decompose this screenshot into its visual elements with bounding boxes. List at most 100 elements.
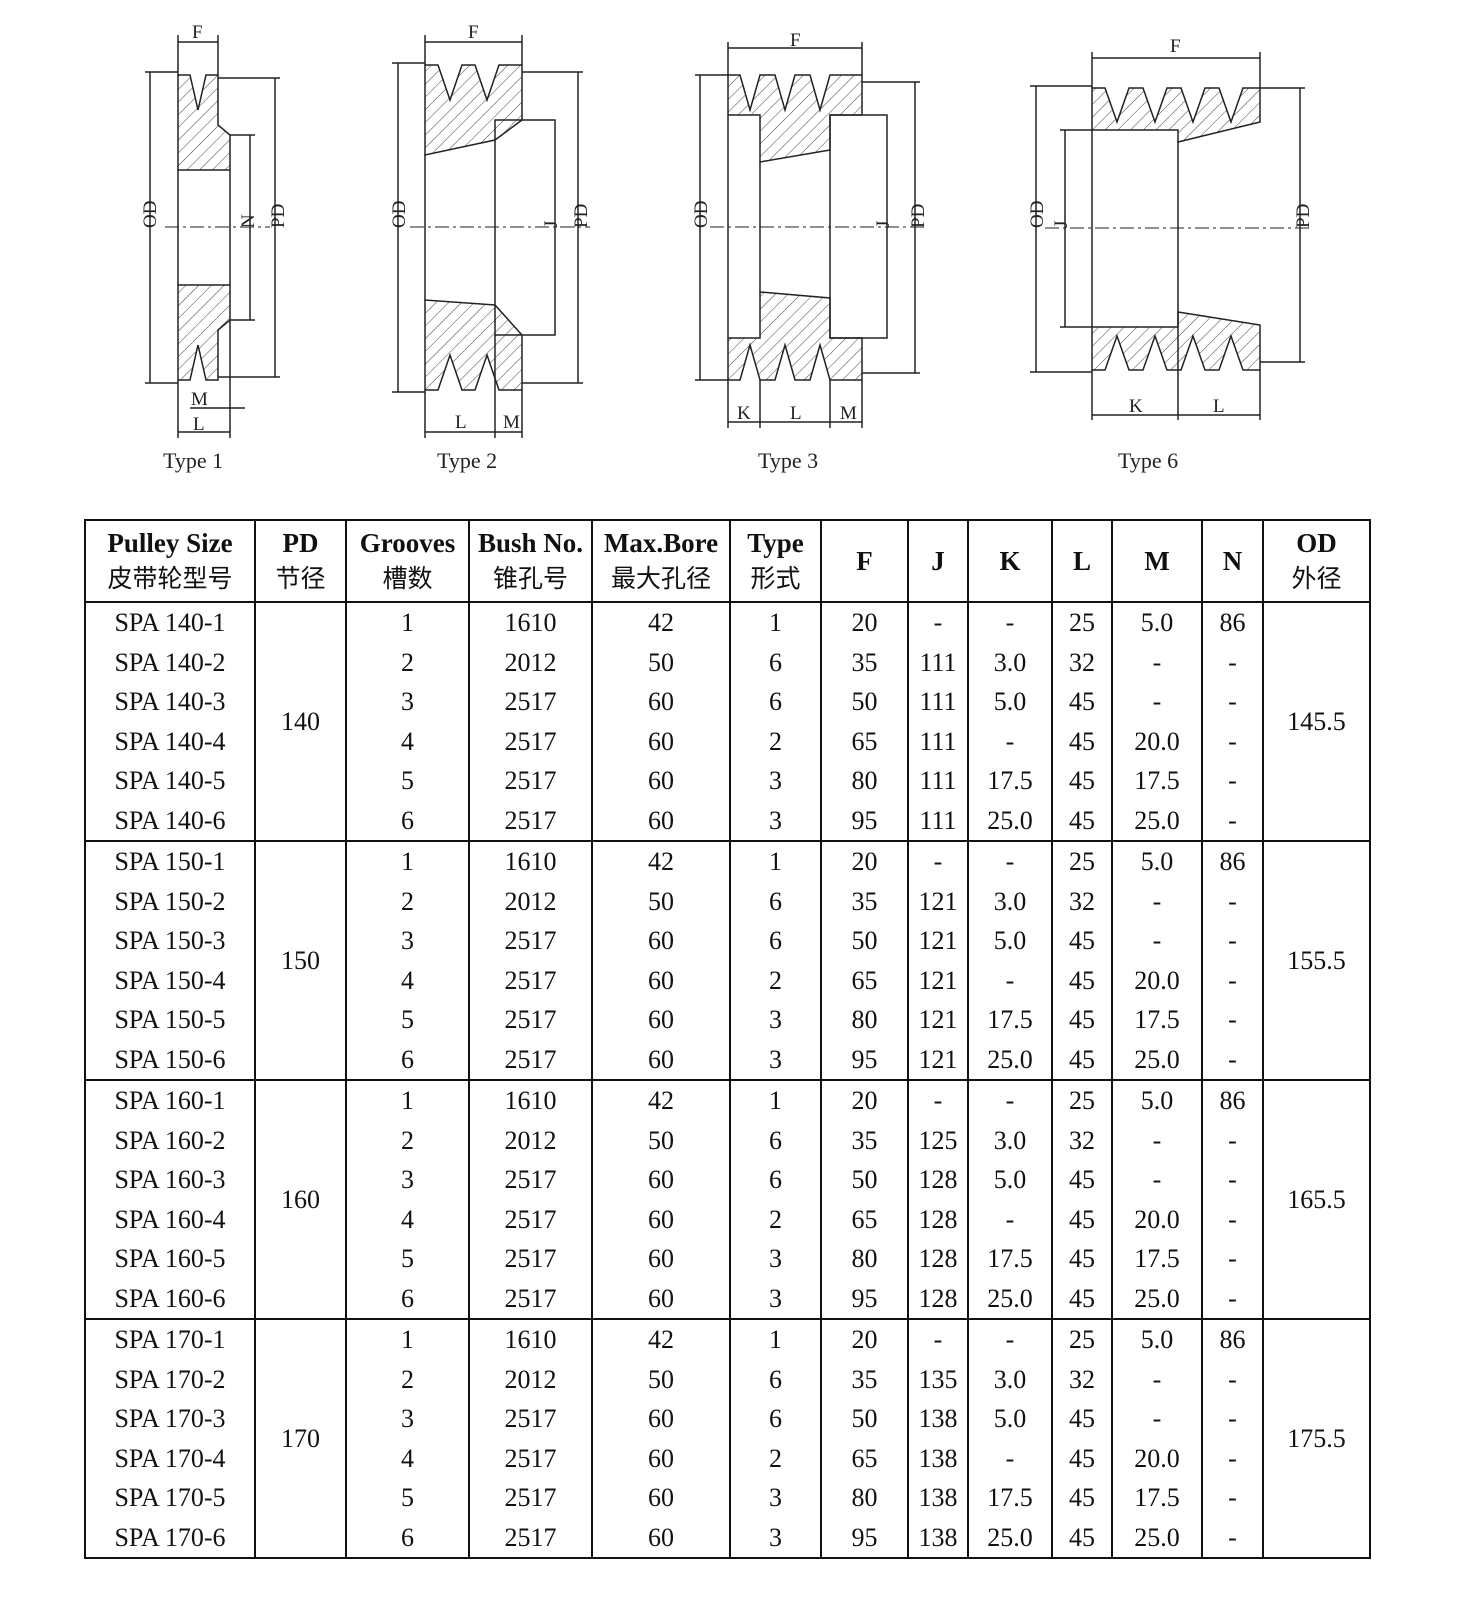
cell-m: -: [1111, 682, 1203, 722]
cell-type: 3: [729, 800, 822, 841]
cell-pulley-size: SPA 170-6: [84, 1517, 256, 1559]
cell-m: -: [1111, 881, 1203, 921]
cell-pulley-size: SPA 170-3: [84, 1399, 256, 1439]
header-en-label: F: [856, 546, 873, 576]
dim-label-l: L: [193, 414, 205, 435]
cell-max-bore: 60: [591, 960, 731, 1000]
dim-label-m: M: [503, 412, 520, 433]
cell-pulley-size: SPA 140-1: [84, 601, 256, 643]
cell-pulley-size: SPA 150-5: [84, 1000, 256, 1040]
dim-label-od: OD: [691, 201, 712, 228]
cell-grooves: 6: [345, 1517, 470, 1559]
cell-type: 6: [729, 682, 822, 722]
table-row: SPA 140-5 5 2517 60 3 80 111 17.5 45 17.5-: [84, 761, 1370, 801]
cell-bush-no: 2012: [468, 1120, 593, 1160]
cell-n: -: [1201, 1399, 1264, 1439]
table-row: SPA 170-6 6 2517 60 3 95 138 25.0 45 25.0-: [84, 1517, 1370, 1559]
header-en-label: Max.Bore: [603, 528, 719, 558]
cell-k: 25.0: [967, 1039, 1053, 1080]
cell-j: 111: [907, 682, 969, 722]
cell-j: 138: [907, 1438, 969, 1478]
header-en-label: K: [999, 546, 1021, 576]
cell-n: 86: [1201, 601, 1264, 643]
dim-label-od: OD: [1027, 201, 1048, 228]
cell-f: 35: [820, 1359, 909, 1399]
header-zh-label: 锥孔号: [492, 564, 568, 593]
dim-label-m: M: [191, 389, 208, 410]
cell-m: -: [1111, 642, 1203, 682]
cell-m: 25.0: [1111, 1517, 1203, 1559]
cell-l: 45: [1051, 921, 1113, 961]
cell-k: 25.0: [967, 1278, 1053, 1319]
column-header-n: N: [1201, 519, 1264, 603]
cell-n: -: [1201, 721, 1264, 761]
cell-f: 95: [820, 1278, 909, 1319]
cell-j: 128: [907, 1160, 969, 1200]
cell-f: 80: [820, 761, 909, 801]
column-header-pulley-size: Pulley Size 皮带轮型号: [84, 519, 256, 603]
header-en-label: PD: [282, 528, 319, 558]
cell-od: 165.5: [1262, 1079, 1371, 1320]
cell-k: 17.5: [967, 1000, 1053, 1040]
cell-k: 17.5: [967, 1478, 1053, 1518]
cell-f: 35: [820, 881, 909, 921]
cell-j: -: [907, 601, 969, 643]
cell-grooves: 6: [345, 1039, 470, 1080]
cell-j: 135: [907, 1359, 969, 1399]
cell-l: 25: [1051, 1079, 1113, 1121]
cell-pulley-size: SPA 150-4: [84, 960, 256, 1000]
cell-k: 5.0: [967, 1399, 1053, 1439]
cell-grooves: 5: [345, 1239, 470, 1279]
cell-pulley-size: SPA 170-1: [84, 1318, 256, 1360]
cell-m: -: [1111, 1399, 1203, 1439]
cell-j: 128: [907, 1239, 969, 1279]
cell-n: 86: [1201, 840, 1264, 882]
cell-n: -: [1201, 1000, 1264, 1040]
column-header-j: J: [907, 519, 969, 603]
column-header-grooves: Grooves 槽数: [345, 519, 470, 603]
dim-label-l: L: [455, 412, 467, 433]
cell-k: -: [967, 960, 1053, 1000]
cell-type: 2: [729, 1438, 822, 1478]
cell-pulley-size: SPA 160-5: [84, 1239, 256, 1279]
header-en-label: OD: [1296, 528, 1337, 558]
cell-m: 17.5: [1111, 1478, 1203, 1518]
cell-m: 20.0: [1111, 721, 1203, 761]
cell-bush-no: 1610: [468, 840, 593, 882]
cell-n: -: [1201, 1239, 1264, 1279]
cell-grooves: 3: [345, 1399, 470, 1439]
table-row: SPA 140-2 2 2012 50 6 35 111 3.0 32- -: [84, 642, 1370, 682]
cell-k: 5.0: [967, 1160, 1053, 1200]
cell-pulley-size: SPA 160-4: [84, 1199, 256, 1239]
cell-n: -: [1201, 800, 1264, 841]
cell-bush-no: 2517: [468, 761, 593, 801]
cell-max-bore: 60: [591, 682, 731, 722]
cell-l: 45: [1051, 1517, 1113, 1559]
column-header-bush-no: Bush No. 锥孔号: [468, 519, 593, 603]
table-row: SPA 170-2 2 2012 50 6 35 135 3.0 32- -: [84, 1359, 1370, 1399]
table-row: SPA 150-6 6 2517 60 3 95 121 25.0 45 25.0-: [84, 1039, 1370, 1080]
cell-f: 20: [820, 840, 909, 882]
cell-max-bore: 60: [591, 1478, 731, 1518]
cell-k: 17.5: [967, 1239, 1053, 1279]
cell-n: 86: [1201, 1079, 1264, 1121]
table-row: SPA 150-3 3 2517 60 6 50 121 5.0 45- -: [84, 921, 1370, 961]
cell-n: -: [1201, 1039, 1264, 1080]
table-row: SPA 140-6 6 2517 60 3 95 111 25.0 45 25.0-: [84, 800, 1370, 841]
type-2-drawing: [392, 35, 590, 438]
cell-pulley-size: SPA 170-4: [84, 1438, 256, 1478]
table-row: SPA 150-4 4 2517 60 2 65 121-45 20.0-: [84, 960, 1370, 1000]
cell-type: 1: [729, 840, 822, 882]
table-row: SPA 140-3 3 2517 60 6 50 111 5.0 45- -: [84, 682, 1370, 722]
cell-bush-no: 2517: [468, 1438, 593, 1478]
cell-bush-no: 2517: [468, 721, 593, 761]
cell-f: 95: [820, 1039, 909, 1080]
cell-grooves: 1: [345, 1318, 470, 1360]
cell-max-bore: 50: [591, 1120, 731, 1160]
type-1-drawing: [145, 35, 280, 438]
column-header-f: F: [820, 519, 909, 603]
cell-type: 3: [729, 1517, 822, 1559]
cell-bush-no: 2517: [468, 960, 593, 1000]
cell-grooves: 3: [345, 1160, 470, 1200]
header-zh-label: 最大孔径: [610, 564, 711, 593]
